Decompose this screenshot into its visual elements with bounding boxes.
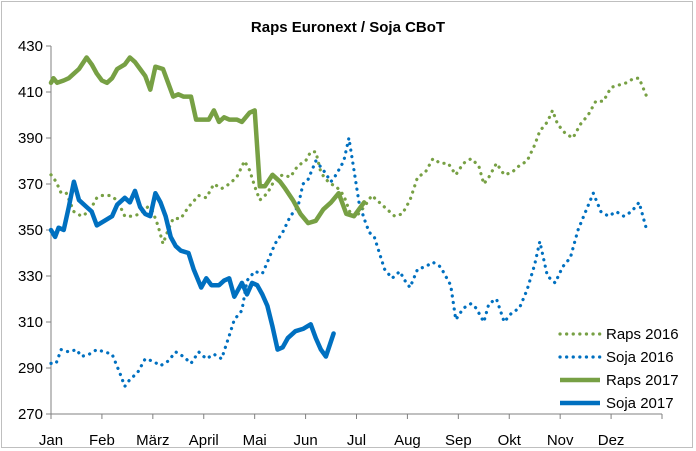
x-tick-label: Jan: [39, 432, 63, 449]
y-tick-label: 290: [18, 360, 43, 377]
y-tick-label: 370: [18, 176, 43, 193]
x-axis: Jan Feb März April Mai Jun Jul Aug Sep Okt Nov Dez: [39, 413, 663, 449]
y-tick-label: 270: [18, 406, 43, 423]
y-tick-label: 410: [18, 84, 43, 101]
x-tick-label: Aug: [394, 432, 421, 449]
y-tick-label: 330: [18, 268, 43, 285]
legend-label: Soja 2016: [606, 349, 674, 366]
y-axis: 270 290 310 330 350 370 390 410 430: [18, 38, 52, 423]
x-tick-label: März: [136, 432, 169, 449]
y-tick-label: 390: [18, 130, 43, 147]
x-tick-label: Mai: [243, 432, 267, 449]
series-line-soja-2016: [49, 136, 649, 388]
x-tick-label: Dez: [598, 432, 625, 449]
x-tick-label: April: [189, 432, 219, 449]
x-tick-label: Sep: [445, 432, 472, 449]
legend-label: Raps 2017: [606, 372, 679, 389]
series-line-soja-2017: [48, 179, 336, 359]
y-tick-label: 430: [18, 38, 43, 55]
x-tick-label: Jul: [347, 432, 366, 449]
legend: Raps 2016 Soja 2016 Raps 2017 Soja 2017: [558, 326, 679, 412]
y-tick-label: 350: [18, 222, 43, 239]
y-tick-label: 310: [18, 314, 43, 331]
series-line-raps-2017: [48, 55, 367, 226]
series-line-raps-2016: [49, 76, 649, 246]
x-tick-label: Nov: [547, 432, 574, 449]
x-tick-label: Okt: [498, 432, 522, 449]
series-layer: [48, 55, 649, 388]
chart-title: Raps Euronext / Soja CBoT: [251, 19, 445, 36]
x-tick-label: Jun: [293, 432, 317, 449]
x-tick-label: Feb: [89, 432, 115, 449]
legend-label: Raps 2016: [606, 326, 679, 343]
legend-label: Soja 2017: [606, 395, 674, 412]
